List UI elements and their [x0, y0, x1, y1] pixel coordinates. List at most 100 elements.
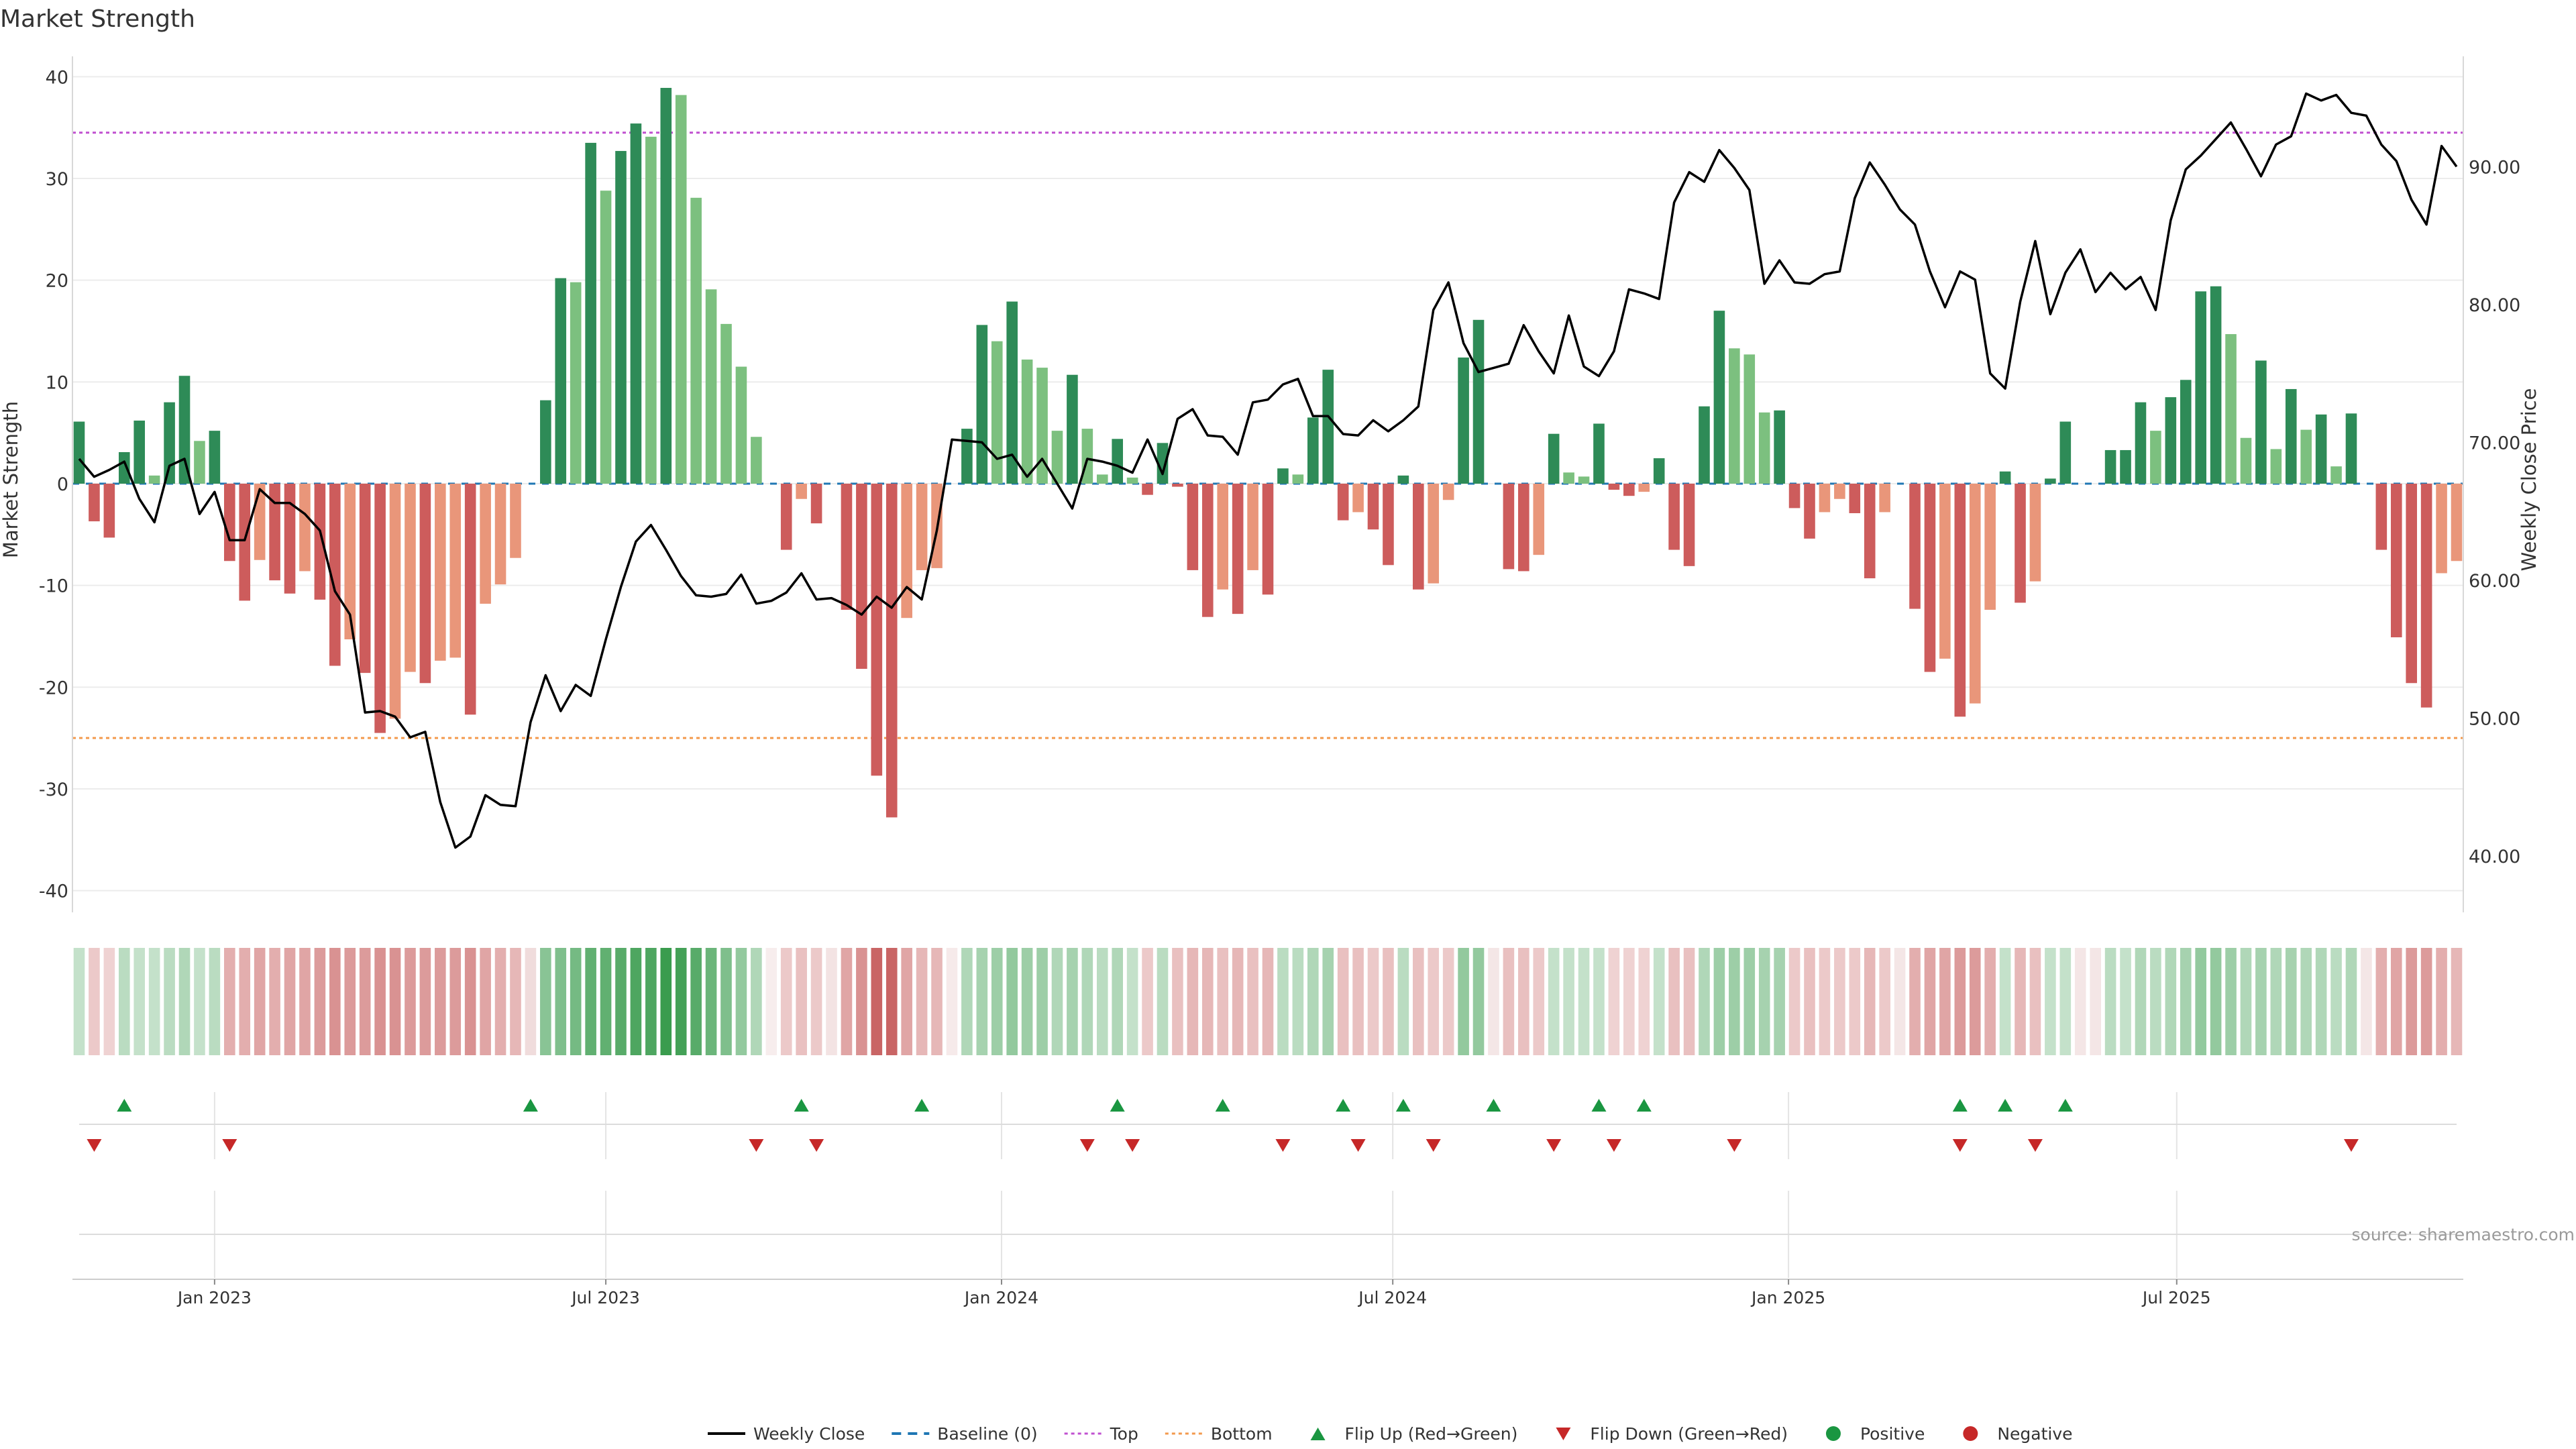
strength-bar [1201, 484, 1214, 617]
strength-bar [1518, 484, 1529, 572]
strength-bar [329, 484, 341, 666]
heat-cell [284, 948, 296, 1055]
strength-bar [284, 484, 296, 594]
strength-bar [1036, 368, 1048, 484]
heat-cell [178, 948, 191, 1055]
strength-bar [464, 484, 476, 715]
heat-cell [525, 948, 537, 1055]
strength-bar [916, 484, 928, 570]
flip-up-marker [1336, 1099, 1351, 1112]
heat-cell [1758, 948, 1770, 1055]
strength-bar [1442, 484, 1454, 500]
strength-bar [449, 484, 462, 658]
strength-bar [630, 123, 642, 484]
heat-cell [1683, 948, 1695, 1055]
heat-cell [2451, 948, 2463, 1055]
strength-bar [239, 484, 251, 601]
strength-bar [1969, 484, 1981, 704]
strength-bar [2451, 484, 2463, 561]
heat-cell [2059, 948, 2072, 1055]
legend-item: Flip Down (Green→Red) [1556, 1424, 1788, 1444]
heat-cell [164, 948, 175, 1055]
y-tick-label: -30 [39, 780, 68, 800]
strength-bar [1593, 423, 1605, 484]
strength-bar [2165, 397, 2177, 484]
flip-up-marker [117, 1099, 132, 1112]
strength-bar [1939, 484, 1951, 659]
strength-bar [2300, 429, 2312, 484]
strength-bar [1006, 301, 1018, 484]
y2-tick-label: 80.00 [2469, 295, 2520, 316]
strength-bar [675, 95, 687, 484]
flip-up-marker [1998, 1099, 2013, 1112]
heat-cell [2270, 948, 2282, 1055]
heat-cell [89, 948, 100, 1055]
heat-cell [976, 948, 988, 1055]
strength-bar [269, 484, 280, 581]
strength-bar [540, 400, 551, 484]
y2-tick-label: 70.00 [2469, 433, 2520, 453]
legend-label: Baseline (0) [937, 1424, 1037, 1444]
y-tick-label: 0 [57, 474, 68, 495]
flip-markers-panel [79, 1092, 2457, 1159]
heat-cell [1142, 948, 1153, 1055]
strength-bar [555, 278, 567, 484]
strength-bar [1909, 484, 1921, 609]
heat-cell [2150, 948, 2161, 1055]
heat-cell [1488, 948, 1499, 1055]
heat-cell [1413, 948, 1424, 1055]
strength-bar [194, 441, 205, 484]
heat-cell [735, 948, 747, 1055]
legend-item: Positive [1825, 1424, 1925, 1444]
heat-cell [1428, 948, 1440, 1055]
legend-item: Bottom [1165, 1424, 1273, 1444]
strength-bar [2255, 360, 2267, 484]
heat-cell [1548, 948, 1560, 1055]
heat-cell [1247, 948, 1258, 1055]
y-tick-label: -10 [39, 576, 68, 597]
strength-bar [1774, 410, 1785, 484]
heat-cell [1924, 948, 1936, 1055]
heat-cell [2255, 948, 2267, 1055]
heat-cell [1217, 948, 1229, 1055]
strength-bar [2015, 484, 2026, 603]
strength-bars [73, 88, 2463, 818]
heat-cell [2015, 948, 2026, 1055]
strength-bar [585, 142, 596, 484]
y-tick-label: 10 [46, 372, 68, 393]
heat-cell [2090, 948, 2101, 1055]
heat-cell [494, 948, 506, 1055]
x-tick-label: Jul 2023 [570, 1288, 640, 1307]
y-tick-label: 30 [46, 169, 68, 190]
heat-cell [1307, 948, 1319, 1055]
right-axis: 40.00 50.00 60.00 70.00 80.00 90.00 [2463, 56, 2520, 912]
heat-cell [435, 948, 446, 1055]
strength-bar [1458, 357, 1469, 484]
heat-cell [1201, 948, 1214, 1055]
strength-bar [1262, 484, 1274, 595]
strength-bar [1804, 484, 1815, 539]
strength-bar [1142, 484, 1153, 495]
strength-bar [1984, 484, 1996, 610]
flip-down-marker [1727, 1139, 1742, 1152]
strength-bar [991, 341, 1003, 484]
flip-down-marker [2343, 1139, 2359, 1152]
flip-up-marker [1215, 1099, 1230, 1112]
strength-bar [1699, 406, 1710, 484]
heat-cell [1172, 948, 1183, 1055]
heat-cell [2135, 948, 2147, 1055]
strength-bar [2225, 334, 2237, 484]
strength-bar [1096, 474, 1108, 484]
chart-title: Market Strength [0, 5, 195, 33]
heat-cell [1729, 948, 1740, 1055]
heat-cell [103, 948, 115, 1055]
heat-cell [540, 948, 551, 1055]
heat-cell [1894, 948, 1906, 1055]
strength-bar [841, 484, 853, 610]
y2-tick-label: 60.00 [2469, 571, 2520, 592]
strength-bar [480, 484, 491, 604]
strength-bar [751, 437, 762, 484]
strength-bar [133, 420, 146, 484]
strength-bar [103, 484, 115, 538]
